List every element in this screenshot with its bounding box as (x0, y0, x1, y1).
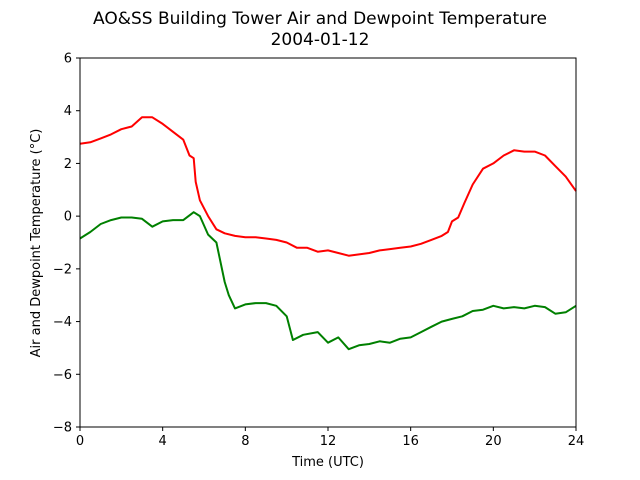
y-tick-label: −2 (53, 262, 72, 277)
y-tick-label: 6 (64, 52, 72, 67)
series-line-1 (79, 116, 577, 257)
chart-title: AO&SS Building Tower Air and Dewpoint Te… (93, 9, 547, 29)
x-tick-label: 16 (402, 434, 419, 449)
x-tick-label: 4 (159, 434, 167, 449)
x-tick-label: 12 (320, 434, 337, 449)
y-tick-label: 0 (64, 210, 72, 225)
x-tick-label: 24 (568, 434, 585, 449)
y-tick-label: 4 (64, 104, 72, 119)
y-tick-label: −6 (53, 368, 72, 383)
y-tick-label: −4 (53, 315, 72, 330)
x-tick-label: 8 (241, 434, 249, 449)
y-tick-label: −8 (53, 421, 72, 436)
x-axis-label: Time (UTC) (291, 455, 364, 470)
y-axis-label: Air and Dewpoint Temperature (°C) (29, 129, 44, 358)
plot-frame (79, 57, 577, 428)
y-tick-label: 2 (64, 157, 72, 172)
series-line-2 (79, 211, 577, 351)
x-tick-label: 20 (485, 434, 502, 449)
chart-subtitle: 2004-01-12 (271, 30, 370, 50)
series-group (79, 116, 577, 351)
x-tick-label: 0 (76, 434, 84, 449)
